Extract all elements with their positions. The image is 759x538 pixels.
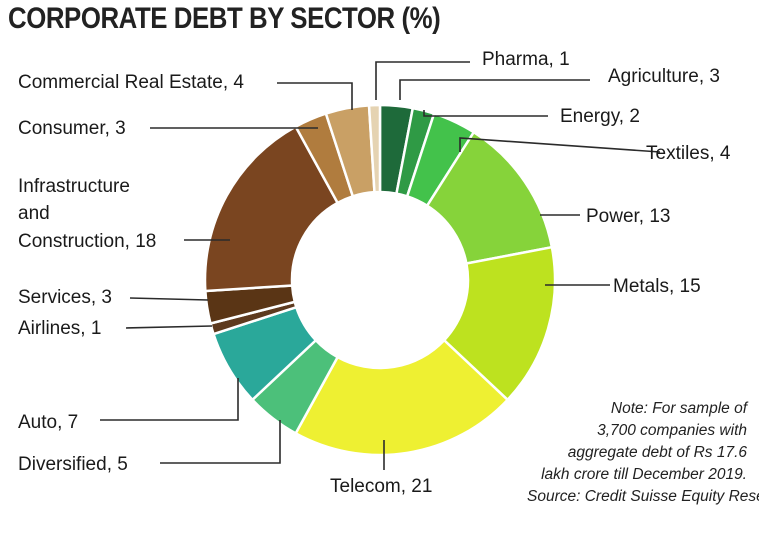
- label-agriculture: Agriculture, 3: [608, 66, 720, 87]
- label-cre: Commercial Real Estate, 4: [18, 72, 244, 93]
- label-textiles: Textiles, 4: [646, 143, 731, 164]
- label-diversified: Diversified, 5: [18, 454, 128, 475]
- leader-agriculture: [399, 79, 590, 100]
- label-power: Power, 13: [586, 206, 671, 227]
- note-line-2: 3,700 companies with: [597, 422, 747, 439]
- label-airlines: Airlines, 1: [18, 318, 101, 339]
- leader-pharma: [375, 61, 470, 100]
- slice-infrastructure-and-construction: [203, 124, 340, 293]
- note-line-1: Note: For sample of: [610, 400, 747, 417]
- slice-pharma: [367, 103, 382, 194]
- note-line-5: Source: Credit Suisse Equity Research: [527, 488, 759, 505]
- label-auto: Auto, 7: [18, 412, 78, 433]
- label-metals: Metals, 15: [613, 276, 701, 297]
- donut-slices: [203, 103, 557, 457]
- slice-telecom: [293, 338, 510, 457]
- leader-lines: [100, 61, 661, 470]
- leader-auto: [100, 378, 239, 421]
- label-infra-line2: and: [18, 203, 50, 224]
- label-infra-line1: Infrastructure: [18, 176, 130, 197]
- leader-airlines: [125, 325, 213, 329]
- leader-diversified: [160, 420, 281, 464]
- label-telecom: Telecom, 21: [330, 476, 432, 497]
- leader-energy: [423, 110, 548, 117]
- slice-labels: Pharma, 1 Agriculture, 3 Energy, 2 Texti…: [18, 49, 731, 497]
- leader-textiles: [459, 137, 661, 153]
- label-pharma: Pharma, 1: [482, 49, 570, 70]
- label-infra-line3: Construction, 18: [18, 231, 156, 252]
- leader-services: [129, 297, 209, 301]
- note-line-3: aggregate debt of Rs 17.6: [567, 444, 747, 461]
- label-services: Services, 3: [18, 287, 112, 308]
- leader-cre: [277, 82, 353, 110]
- label-consumer: Consumer, 3: [18, 118, 126, 139]
- note-line-4: lakh crore till December 2019.: [541, 466, 747, 483]
- chart-title: CORPORATE DEBT BY SECTOR (%): [8, 2, 441, 35]
- source-note: Note: For sample of 3,700 companies with…: [527, 398, 759, 508]
- label-energy: Energy, 2: [560, 106, 640, 127]
